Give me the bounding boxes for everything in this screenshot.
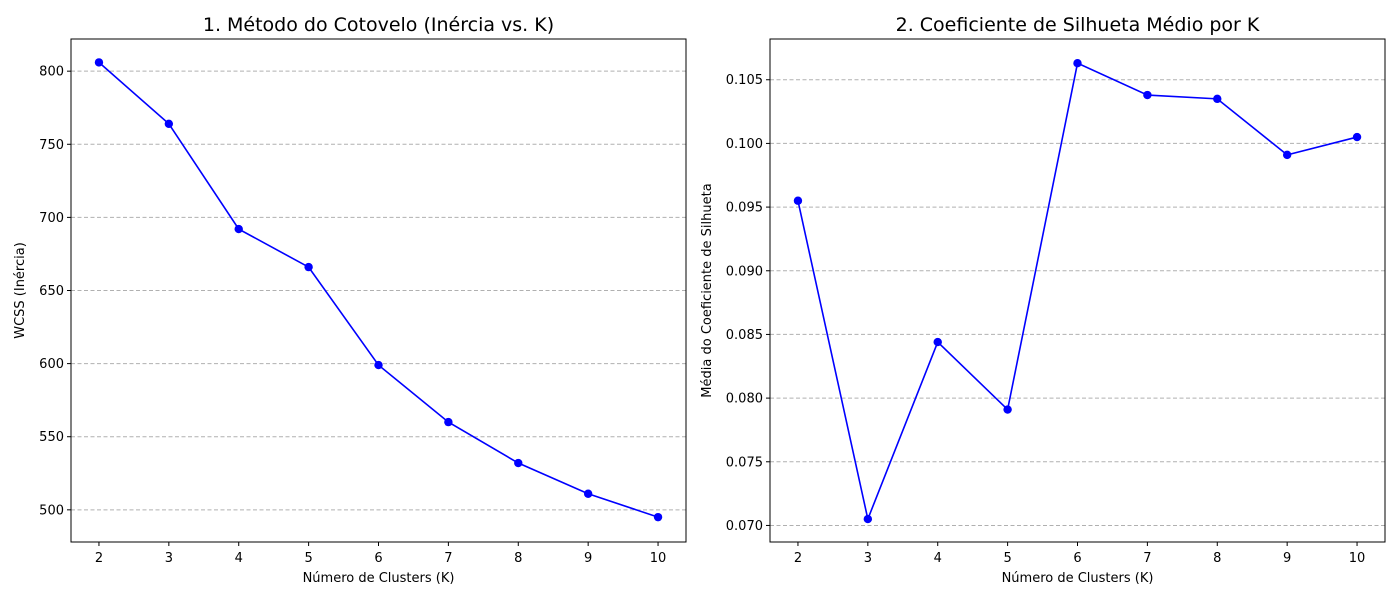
data-point [444, 417, 453, 427]
x-tick-label: 4 [934, 551, 942, 566]
y-tick-label: 0.105 [726, 73, 763, 88]
plot-frame [70, 38, 687, 543]
x-tick-label: 10 [1349, 551, 1366, 566]
y-tick-label: 0.075 [726, 455, 763, 470]
y-tick-label: 700 [39, 211, 64, 226]
data-point [1143, 90, 1152, 100]
data-point [94, 58, 104, 67]
x-tick-label: 9 [584, 551, 592, 566]
x-tick-label: 7 [444, 551, 452, 566]
data-point [1213, 94, 1222, 104]
x-tick-label: 10 [650, 551, 667, 566]
data-point [863, 514, 873, 524]
y-tick-label: 0.095 [726, 201, 763, 216]
x-axis-label: Número de Clusters (K) [303, 571, 455, 586]
x-tick-label: 8 [1213, 551, 1221, 566]
data-point [653, 512, 663, 522]
y-tick-label: 550 [39, 430, 64, 445]
y-tick-label: 650 [39, 284, 64, 299]
y-tick-label: 750 [39, 138, 64, 153]
chart-2: 0.070 0.075 0.080 0.085 0.090 0.095 0.100 0.105… [700, 14, 1386, 586]
series-line [797, 62, 1358, 522]
y-tick-label: 500 [39, 503, 64, 518]
y-tick-label: 800 [39, 65, 64, 80]
chart-title: 2. Coeficiente de Silhueta Médio por K [896, 14, 1260, 36]
data-point [933, 337, 942, 347]
x-tick-label: 6 [1073, 551, 1081, 566]
y-tick-label: 0.090 [726, 264, 763, 279]
data-point [1003, 405, 1012, 414]
chart-1: 500 550 600 650 700 750 800 2 3 4 5 6 7 8 9 10 1. Método… [13, 14, 687, 586]
series-line [98, 61, 659, 518]
x-tick-label: 7 [1143, 551, 1151, 566]
data-point [514, 458, 523, 468]
y-tick-label: 0.080 [726, 392, 763, 407]
data-point [304, 262, 313, 272]
data-point [374, 360, 383, 370]
x-tick-label: 4 [235, 551, 243, 566]
plot-frame [769, 38, 1386, 543]
x-tick-label: 9 [1283, 551, 1291, 566]
x-tick-label: 3 [165, 551, 173, 566]
x-tick-label: 8 [514, 551, 522, 566]
chart-title: 1. Método do Cotovelo (Inércia vs. K) [203, 14, 554, 36]
x-tick-label: 2 [794, 551, 802, 566]
x-axis-label: Número de Clusters (K) [1002, 571, 1154, 586]
data-point [1282, 150, 1292, 160]
data-point [234, 224, 243, 234]
y-axis-label: WCSS (Inércia) [13, 242, 28, 339]
x-tick-label: 5 [304, 551, 312, 566]
data-point [1352, 132, 1362, 142]
data-point [583, 489, 593, 498]
x-tick-label: 2 [95, 551, 103, 566]
y-tick-label: 0.085 [726, 328, 763, 343]
x-tick-label: 6 [374, 551, 382, 566]
x-tick-label: 5 [1003, 551, 1011, 566]
data-point [164, 119, 174, 129]
x-tick-label: 3 [864, 551, 872, 566]
y-tick-label: 0.100 [726, 137, 763, 152]
y-tick-label: 600 [39, 357, 64, 372]
data-point [793, 196, 803, 205]
y-axis-label: Média do Coeficiente de Silhueta [700, 183, 715, 397]
data-point [1073, 58, 1082, 68]
y-tick-label: 0.070 [726, 519, 763, 534]
